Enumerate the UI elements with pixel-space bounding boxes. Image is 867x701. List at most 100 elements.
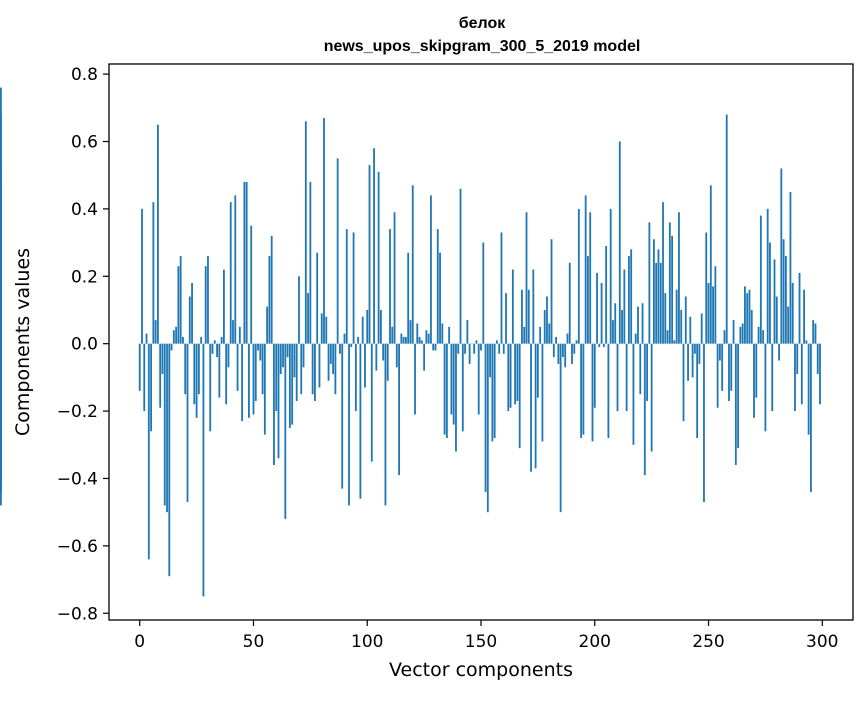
bar: [700, 313, 703, 344]
bar: [682, 343, 685, 422]
bar: [530, 343, 532, 472]
bar: [204, 266, 207, 344]
x-tick-label: 300: [806, 632, 838, 652]
bar: [696, 343, 699, 439]
bar: [193, 343, 196, 405]
bar: [714, 266, 717, 344]
bar: [270, 235, 273, 344]
bar: [507, 343, 510, 412]
bar: [323, 117, 325, 344]
bar: [484, 343, 487, 492]
bar: [796, 343, 799, 375]
bar: [295, 343, 298, 401]
bar: [425, 330, 428, 344]
bar: [657, 249, 660, 344]
bar: [625, 343, 628, 412]
bar: [734, 343, 737, 465]
bar: [573, 343, 576, 354]
bar: [348, 343, 350, 506]
bar: [209, 343, 212, 432]
bar: [147, 343, 150, 560]
bar: [241, 343, 244, 422]
bar: [220, 336, 223, 344]
bar: [587, 256, 589, 344]
bar: [575, 340, 578, 344]
bar: [816, 343, 819, 375]
y-tick-label: 0.0: [71, 335, 98, 355]
bar: [159, 343, 162, 408]
bar: [336, 158, 339, 344]
bar: [277, 343, 280, 459]
bar: [457, 343, 460, 354]
bar: [609, 208, 612, 344]
bar: [141, 208, 143, 344]
bar: [416, 323, 419, 344]
bar: [582, 343, 585, 435]
bar: [721, 343, 724, 391]
bar: [819, 343, 821, 405]
bar: [516, 343, 519, 401]
bar: [725, 114, 728, 344]
bar: [450, 343, 453, 415]
bar: [489, 343, 492, 378]
bar: [755, 343, 758, 398]
bar: [766, 208, 769, 344]
bar: [177, 266, 180, 344]
y-tick-label: 0.8: [71, 65, 98, 85]
bar: [498, 343, 501, 354]
bar: [491, 343, 494, 442]
bar: [334, 343, 337, 395]
bar: [643, 343, 646, 476]
bar: [352, 232, 355, 344]
bar: [764, 343, 767, 432]
bar: [168, 343, 171, 577]
bar: [689, 316, 692, 344]
bar: [650, 343, 653, 452]
bar: [409, 320, 412, 344]
bar: [184, 343, 187, 395]
bar: [521, 289, 523, 344]
bar: [648, 222, 651, 344]
bar: [259, 343, 262, 361]
bar: [805, 340, 808, 344]
bar: [789, 192, 792, 344]
bar: [434, 343, 437, 351]
bar: [703, 343, 705, 503]
bar: [202, 343, 205, 597]
bar: [473, 343, 476, 354]
bar: [455, 343, 457, 452]
bar: [341, 343, 344, 489]
bar: [304, 121, 307, 344]
bar: [316, 252, 319, 344]
x-tick-label: 250: [692, 632, 724, 652]
bar: [150, 343, 152, 432]
bar: [748, 289, 751, 344]
bar: [505, 293, 507, 344]
bar: [671, 235, 674, 344]
bar: [268, 256, 271, 344]
bar: [248, 343, 250, 418]
bar: [680, 309, 683, 344]
bar: [213, 340, 216, 344]
bar: [266, 306, 269, 344]
bar: [500, 232, 503, 344]
bar: [288, 343, 291, 428]
bar: [393, 212, 396, 344]
bar: [639, 343, 642, 395]
bar: [637, 306, 639, 344]
bar: [282, 343, 284, 368]
bar: [634, 333, 637, 344]
y-tick-label: −0.4: [57, 469, 98, 489]
bar: [580, 343, 583, 439]
bar: [666, 330, 669, 344]
bar: [234, 195, 237, 344]
bar: [518, 343, 521, 449]
bar: [332, 343, 335, 375]
bar: [566, 333, 569, 344]
bar: [302, 343, 305, 368]
bar: [675, 289, 678, 344]
bar: [320, 313, 323, 344]
bar: [466, 320, 469, 344]
bar: [329, 343, 332, 364]
